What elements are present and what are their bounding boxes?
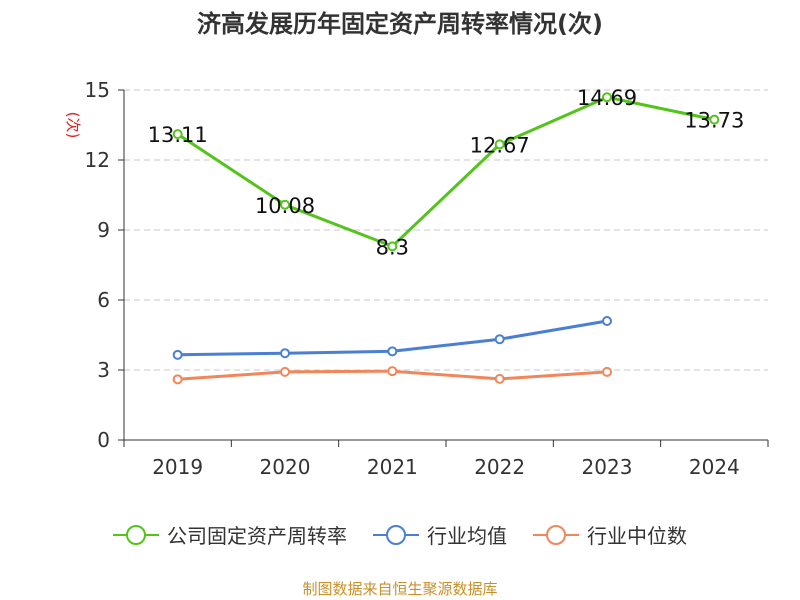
- axis-layer: 0 3 6 9 12 15(次) 2019 2020 2021 2022 2023 2024: [64, 78, 769, 479]
- y-axis-label: (次): [64, 112, 82, 139]
- data-label: 10.08: [255, 194, 315, 218]
- data-label-layer: 13.11 10.08 8.3 12.67 14.69 13.73: [148, 86, 745, 259]
- data-point: [494, 334, 505, 345]
- data-point: [494, 373, 505, 384]
- series-layer: [172, 92, 720, 385]
- data-label: 14.69: [577, 86, 637, 110]
- data-point: [602, 92, 612, 103]
- data-label: 13.11: [148, 123, 208, 147]
- legend-marker-industry-median: [533, 524, 579, 545]
- data-point: [280, 199, 290, 210]
- grid-layer: [124, 89, 768, 371]
- data-point: [280, 366, 290, 377]
- data-point: [387, 366, 398, 377]
- y-tick-label: 3: [97, 358, 110, 382]
- data-point: [494, 139, 505, 150]
- data-point: [172, 374, 183, 385]
- data-point: [709, 114, 720, 125]
- legend-label-industry-median: 行业中位数: [587, 524, 687, 548]
- y-tick-label: 9: [97, 218, 110, 242]
- data-label: 8.3: [376, 235, 409, 259]
- data-point: [387, 346, 398, 357]
- legend-label-industry-mean: 行业均值: [427, 524, 507, 548]
- data-label: 12.67: [470, 133, 530, 157]
- series-line-0: [176, 95, 715, 248]
- data-point: [172, 129, 183, 140]
- data-point: [602, 366, 612, 377]
- y-tick-label: 15: [85, 78, 110, 102]
- legend-marker-company: [113, 524, 159, 545]
- y-tick-label: 0: [97, 428, 110, 452]
- legend-item-industry-mean[interactable]: 行业均值: [373, 520, 507, 549]
- chart-title: 济高发展历年固定资产周转率情况(次): [197, 10, 603, 38]
- x-tick-label: 2024: [689, 455, 740, 479]
- data-point: [387, 241, 398, 252]
- data-point: [280, 348, 290, 359]
- legend-item-company[interactable]: 公司固定资产周转率: [113, 520, 347, 549]
- legend-item-industry-median[interactable]: 行业中位数: [533, 520, 687, 549]
- x-tick-label: 2021: [367, 455, 418, 479]
- data-point: [172, 349, 183, 360]
- x-tick-label: 2023: [582, 455, 633, 479]
- legend-label-company: 公司固定资产周转率: [167, 524, 347, 548]
- x-tick-label: 2020: [260, 455, 311, 479]
- legend-marker-industry-mean: [373, 524, 419, 545]
- y-tick-label: 6: [97, 288, 110, 312]
- source-note: 制图数据来自恒生聚源数据库: [302, 580, 498, 598]
- legend: 公司固定资产周转率 行业均值 行业中位数: [0, 520, 800, 549]
- data-label: 13.73: [684, 109, 744, 133]
- y-tick-label: 12: [85, 148, 110, 172]
- data-point: [602, 316, 612, 326]
- x-tick-label: 2019: [152, 455, 203, 479]
- x-tick-label: 2022: [474, 455, 525, 479]
